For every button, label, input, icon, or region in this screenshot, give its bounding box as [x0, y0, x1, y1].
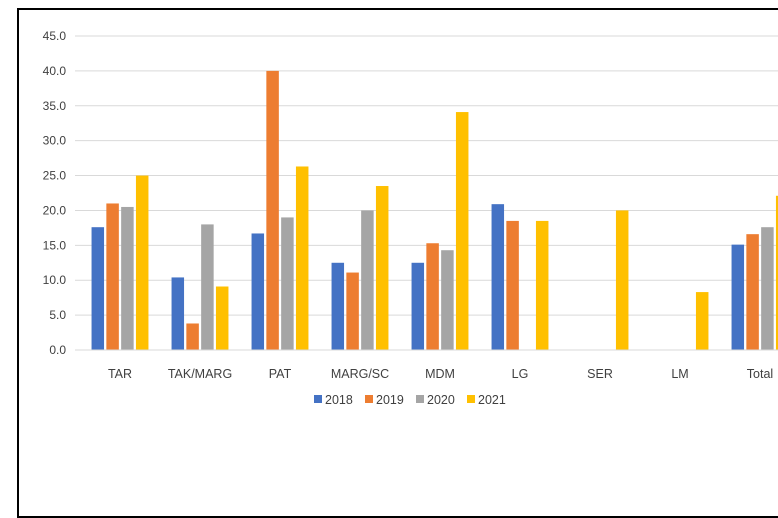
- y-tick-label: 25.0: [43, 169, 67, 183]
- y-tick-label: 45.0: [43, 29, 67, 43]
- bar: [281, 217, 294, 350]
- bar: [615, 210, 629, 350]
- x-category-label: Total: [747, 367, 773, 381]
- y-tick-label: 35.0: [43, 99, 67, 113]
- bar: [331, 262, 345, 350]
- bar: [106, 203, 119, 350]
- y-tick-label: 15.0: [43, 238, 67, 252]
- bar: [695, 292, 709, 350]
- y-tick-label: 5.0: [49, 308, 66, 322]
- bar: [455, 112, 469, 351]
- bar: [731, 244, 745, 350]
- bar: [266, 70, 279, 350]
- bar: [375, 186, 389, 350]
- bar: [506, 220, 519, 350]
- bar: [775, 195, 778, 350]
- bar: [535, 220, 549, 350]
- legend-swatch: [467, 395, 475, 403]
- legend-swatch: [365, 395, 373, 403]
- x-category-label: MDM: [425, 367, 455, 381]
- bar: [761, 227, 774, 350]
- bar-chart: 0.0 5.0 10.0 15.0 20.0 25.0 30.0 35.0 40.0 45.0 T…: [43, 29, 778, 407]
- x-axis-categories: TAR TAK/MARG PAT MARG/SC MDM LG SER LM Total: [108, 367, 773, 381]
- bar: [171, 277, 185, 350]
- bar: [411, 262, 425, 350]
- bar: [746, 234, 759, 350]
- y-tick-label: 30.0: [43, 134, 67, 148]
- bar: [186, 323, 199, 350]
- legend-swatch: [416, 395, 424, 403]
- bar: [251, 233, 265, 350]
- legend-label: 2018: [325, 393, 353, 407]
- y-tick-label: 10.0: [43, 273, 67, 287]
- y-tick-label: 40.0: [43, 64, 67, 78]
- y-tick-label: 0.0: [49, 343, 66, 357]
- legend-label: 2019: [376, 393, 404, 407]
- bar: [441, 250, 454, 350]
- x-category-label: PAT: [269, 367, 292, 381]
- bar: [121, 206, 134, 350]
- x-category-label: TAK/MARG: [168, 367, 232, 381]
- bar: [346, 272, 359, 350]
- legend-label: 2020: [427, 393, 455, 407]
- legend: 2018 2019 2020 2021: [314, 393, 506, 407]
- legend-label: 2021: [478, 393, 506, 407]
- x-category-label: MARG/SC: [331, 367, 389, 381]
- bar: [361, 210, 374, 350]
- x-category-label: TAR: [108, 367, 132, 381]
- bar: [426, 243, 439, 350]
- bar: [201, 224, 214, 350]
- y-tick-label: 20.0: [43, 203, 67, 217]
- y-axis-ticks: 0.0 5.0 10.0 15.0 20.0 25.0 30.0 35.0 40.0 45.0: [43, 29, 67, 357]
- bar: [491, 204, 505, 350]
- bar: [215, 286, 229, 350]
- x-category-label: SER: [587, 367, 613, 381]
- bar: [91, 227, 105, 350]
- x-category-label: LM: [671, 367, 688, 381]
- x-category-label: LG: [512, 367, 529, 381]
- bar: [135, 175, 149, 350]
- bar: [295, 166, 309, 350]
- legend-swatch: [314, 395, 322, 403]
- bars: [91, 70, 778, 351]
